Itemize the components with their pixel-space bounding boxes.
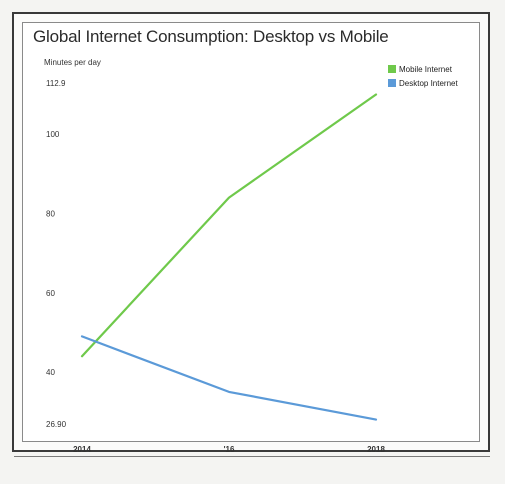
- x-axis-ticks: 2014 '16 2018: [73, 445, 385, 454]
- y-tick-label: 112.9: [46, 79, 66, 88]
- y-tick-label: 26.90: [46, 420, 67, 429]
- y-axis-label: Minutes per day: [44, 58, 101, 67]
- y-axis-ticks: 26.90 40 60 80 100 112.9: [46, 79, 67, 429]
- legend-swatch: [388, 65, 396, 73]
- chart-title: Global Internet Consumption: Desktop vs …: [33, 27, 389, 46]
- series-lines: [80, 93, 378, 421]
- x-tick-label: 2014: [73, 445, 91, 454]
- y-tick-label: 100: [46, 130, 60, 139]
- legend-swatch: [388, 79, 396, 87]
- legend-label: Desktop Internet: [399, 79, 458, 88]
- chart-panel: [22, 22, 480, 442]
- bottom-rule: [14, 456, 490, 457]
- legend-label: Mobile Internet: [399, 65, 453, 74]
- series-line: [80, 335, 378, 421]
- x-tick-label: 2018: [367, 445, 385, 454]
- y-tick-label: 60: [46, 289, 55, 298]
- y-tick-label: 80: [46, 209, 55, 218]
- y-tick-label: 40: [46, 368, 55, 377]
- series-line: [80, 93, 378, 358]
- legend: Mobile Internet Desktop Internet: [388, 65, 458, 88]
- x-tick-label: '16: [224, 445, 235, 454]
